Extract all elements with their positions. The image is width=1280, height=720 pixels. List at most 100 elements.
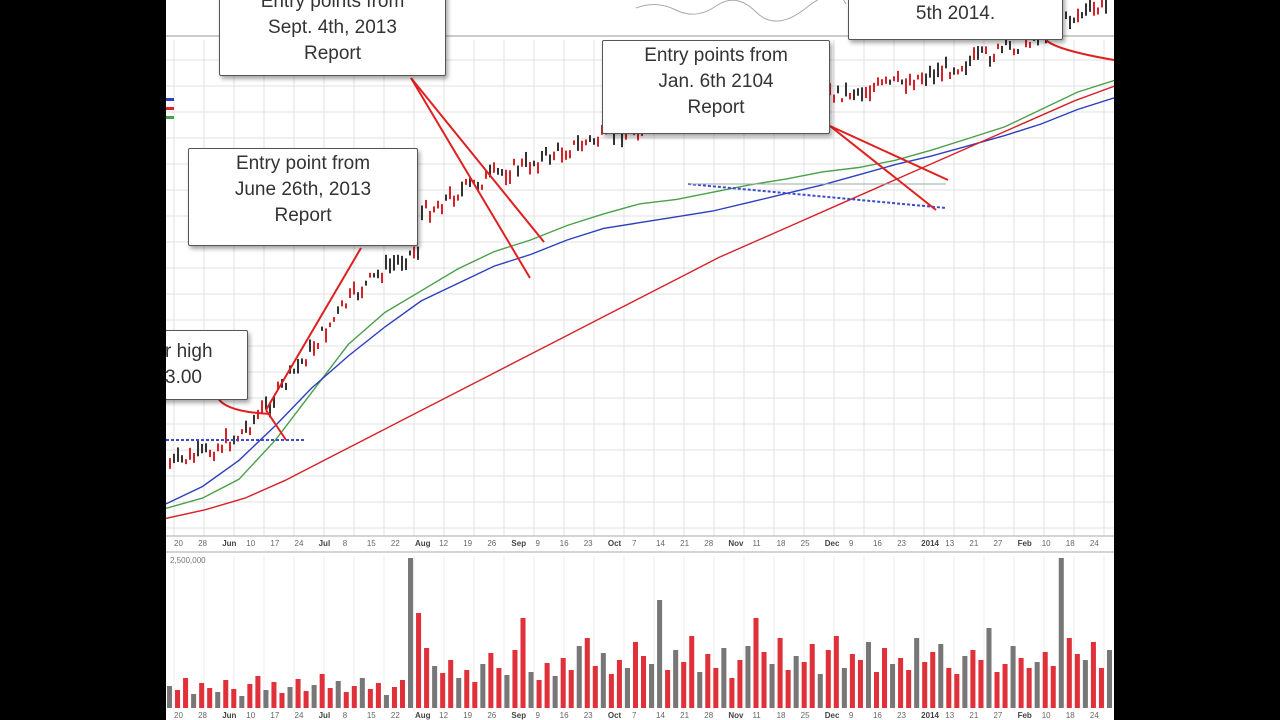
volume-bar	[970, 650, 976, 708]
arrow-june-entry	[265, 247, 362, 411]
volume-bar	[1066, 638, 1072, 708]
annotation-jan-entry: Entry points from Jan. 6th 2104 Report	[602, 40, 830, 134]
volume-bar	[649, 664, 655, 708]
volume-bar	[480, 664, 486, 708]
legend-swatch-blue	[166, 98, 174, 101]
volume-bar	[994, 672, 1000, 708]
x-tick-label-bottom: 19	[463, 711, 472, 720]
x-tick-label-bottom: 17	[270, 711, 279, 720]
x-tick-label: Jul	[319, 539, 331, 548]
x-tick-label: 18	[1066, 539, 1075, 548]
volume-bar	[560, 658, 566, 708]
volume-bar	[793, 656, 799, 708]
x-tick-label: 10	[1042, 539, 1051, 548]
x-tick-label: 15	[367, 539, 376, 548]
volume-bar	[665, 670, 671, 708]
x-tick-label-bottom: 21	[969, 711, 978, 720]
volume-bar	[191, 694, 197, 708]
volume-bar	[504, 675, 510, 708]
volume-bar	[745, 646, 751, 708]
volume-bar	[1058, 558, 1064, 708]
x-tick-label-bottom: 2014	[921, 711, 939, 720]
volume-bar	[737, 660, 743, 708]
volume-bar	[568, 670, 574, 708]
arrow-high-connector	[217, 397, 272, 415]
volume-bar	[657, 600, 663, 708]
annotation-sept-entry: Entry points from Sept. 4th, 2013 Report	[219, 0, 446, 76]
x-tick-label: 17	[270, 539, 279, 548]
volume-bar	[914, 638, 920, 708]
x-tick-label: Oct	[608, 539, 622, 548]
x-tick-label-bottom: 7	[632, 711, 637, 720]
volume-bar	[303, 691, 309, 708]
x-tick-label: Nov	[728, 539, 744, 548]
x-tick-label: 23	[897, 539, 906, 548]
volume-bar	[544, 663, 550, 708]
volume-bar	[922, 662, 928, 708]
resistance-line-2	[687, 183, 947, 209]
volume-bar	[359, 678, 365, 708]
arrow-feb-connector	[1045, 39, 1114, 61]
volume-bar	[809, 644, 815, 708]
x-tick-label: 16	[560, 539, 569, 548]
volume-bar	[432, 666, 438, 708]
x-tick-label: 23	[584, 539, 593, 548]
ma-line-2	[166, 97, 1114, 505]
x-tick-label: 9	[536, 539, 541, 548]
volume-bar	[753, 618, 759, 708]
x-tick-label-bottom: 8	[343, 711, 348, 720]
x-tick-label: 8	[343, 539, 348, 548]
x-tick-label: Feb	[1018, 539, 1032, 548]
volume-bar	[247, 684, 253, 708]
volume-bar	[207, 688, 213, 708]
volume-bar	[287, 687, 293, 708]
x-tick-label-bottom: 26	[487, 711, 496, 720]
x-axis-labels: 20 28 Jun 10 17 24 Jul 8 15 22 Aug 12 19 26 Sep 9 16 23 Oc…	[174, 539, 1099, 548]
volume-bar	[729, 678, 735, 708]
volume-bar	[1002, 664, 1008, 708]
x-tick-label: 9	[849, 539, 854, 548]
legend	[166, 98, 174, 119]
volume-bar	[199, 683, 205, 708]
x-tick-label: Aug	[415, 539, 431, 548]
legend-swatch-red	[166, 107, 174, 110]
volume-bar	[641, 656, 647, 708]
volume-bar	[882, 648, 888, 708]
volume-bar	[1010, 646, 1016, 708]
volume-bar	[1090, 642, 1096, 708]
volume-bar	[279, 693, 285, 708]
volume-bar	[697, 672, 703, 708]
x-tick-label-bottom: 25	[801, 711, 810, 720]
arrow-jan-entry-1	[829, 125, 937, 211]
volume-bar	[600, 653, 606, 708]
x-tick-label-bottom: 9	[536, 711, 541, 720]
volume-bar	[906, 670, 912, 708]
volume-bar	[1074, 654, 1080, 708]
x-tick-label: 7	[632, 539, 637, 548]
x-tick-label: 24	[1090, 539, 1099, 548]
arrow-june-entry-tip	[265, 409, 287, 441]
volume-bar	[632, 642, 638, 708]
volume-bar	[167, 686, 173, 708]
x-tick-label: 27	[993, 539, 1002, 548]
volume-bar	[255, 676, 261, 708]
volume-bar	[391, 687, 397, 708]
x-tick-label: 21	[969, 539, 978, 548]
x-tick-label-bottom: Dec	[825, 711, 840, 720]
x-tick-label-bottom: Feb	[1018, 711, 1032, 720]
x-tick-label-bottom: 27	[993, 711, 1002, 720]
volume-bar	[1050, 666, 1056, 708]
x-tick-label: 13	[945, 539, 954, 548]
volume-bar	[512, 650, 518, 708]
volume-bar	[231, 689, 237, 708]
stock-chart-panel: 20 28 Jun 10 17 24 Jul 8 15 22 Aug 12 19 26 Sep 9 16 23 Oc…	[166, 0, 1114, 720]
volume-bar	[801, 662, 807, 708]
volume-bar	[946, 668, 952, 708]
x-tick-label-bottom: Aug	[415, 711, 431, 720]
x-tick-label-bottom: 11	[752, 711, 761, 720]
volume-bar	[962, 656, 968, 708]
volume-bar	[448, 660, 454, 708]
volume-bar	[408, 558, 414, 708]
volume-bar	[1082, 660, 1088, 708]
volume-bar	[295, 679, 301, 708]
